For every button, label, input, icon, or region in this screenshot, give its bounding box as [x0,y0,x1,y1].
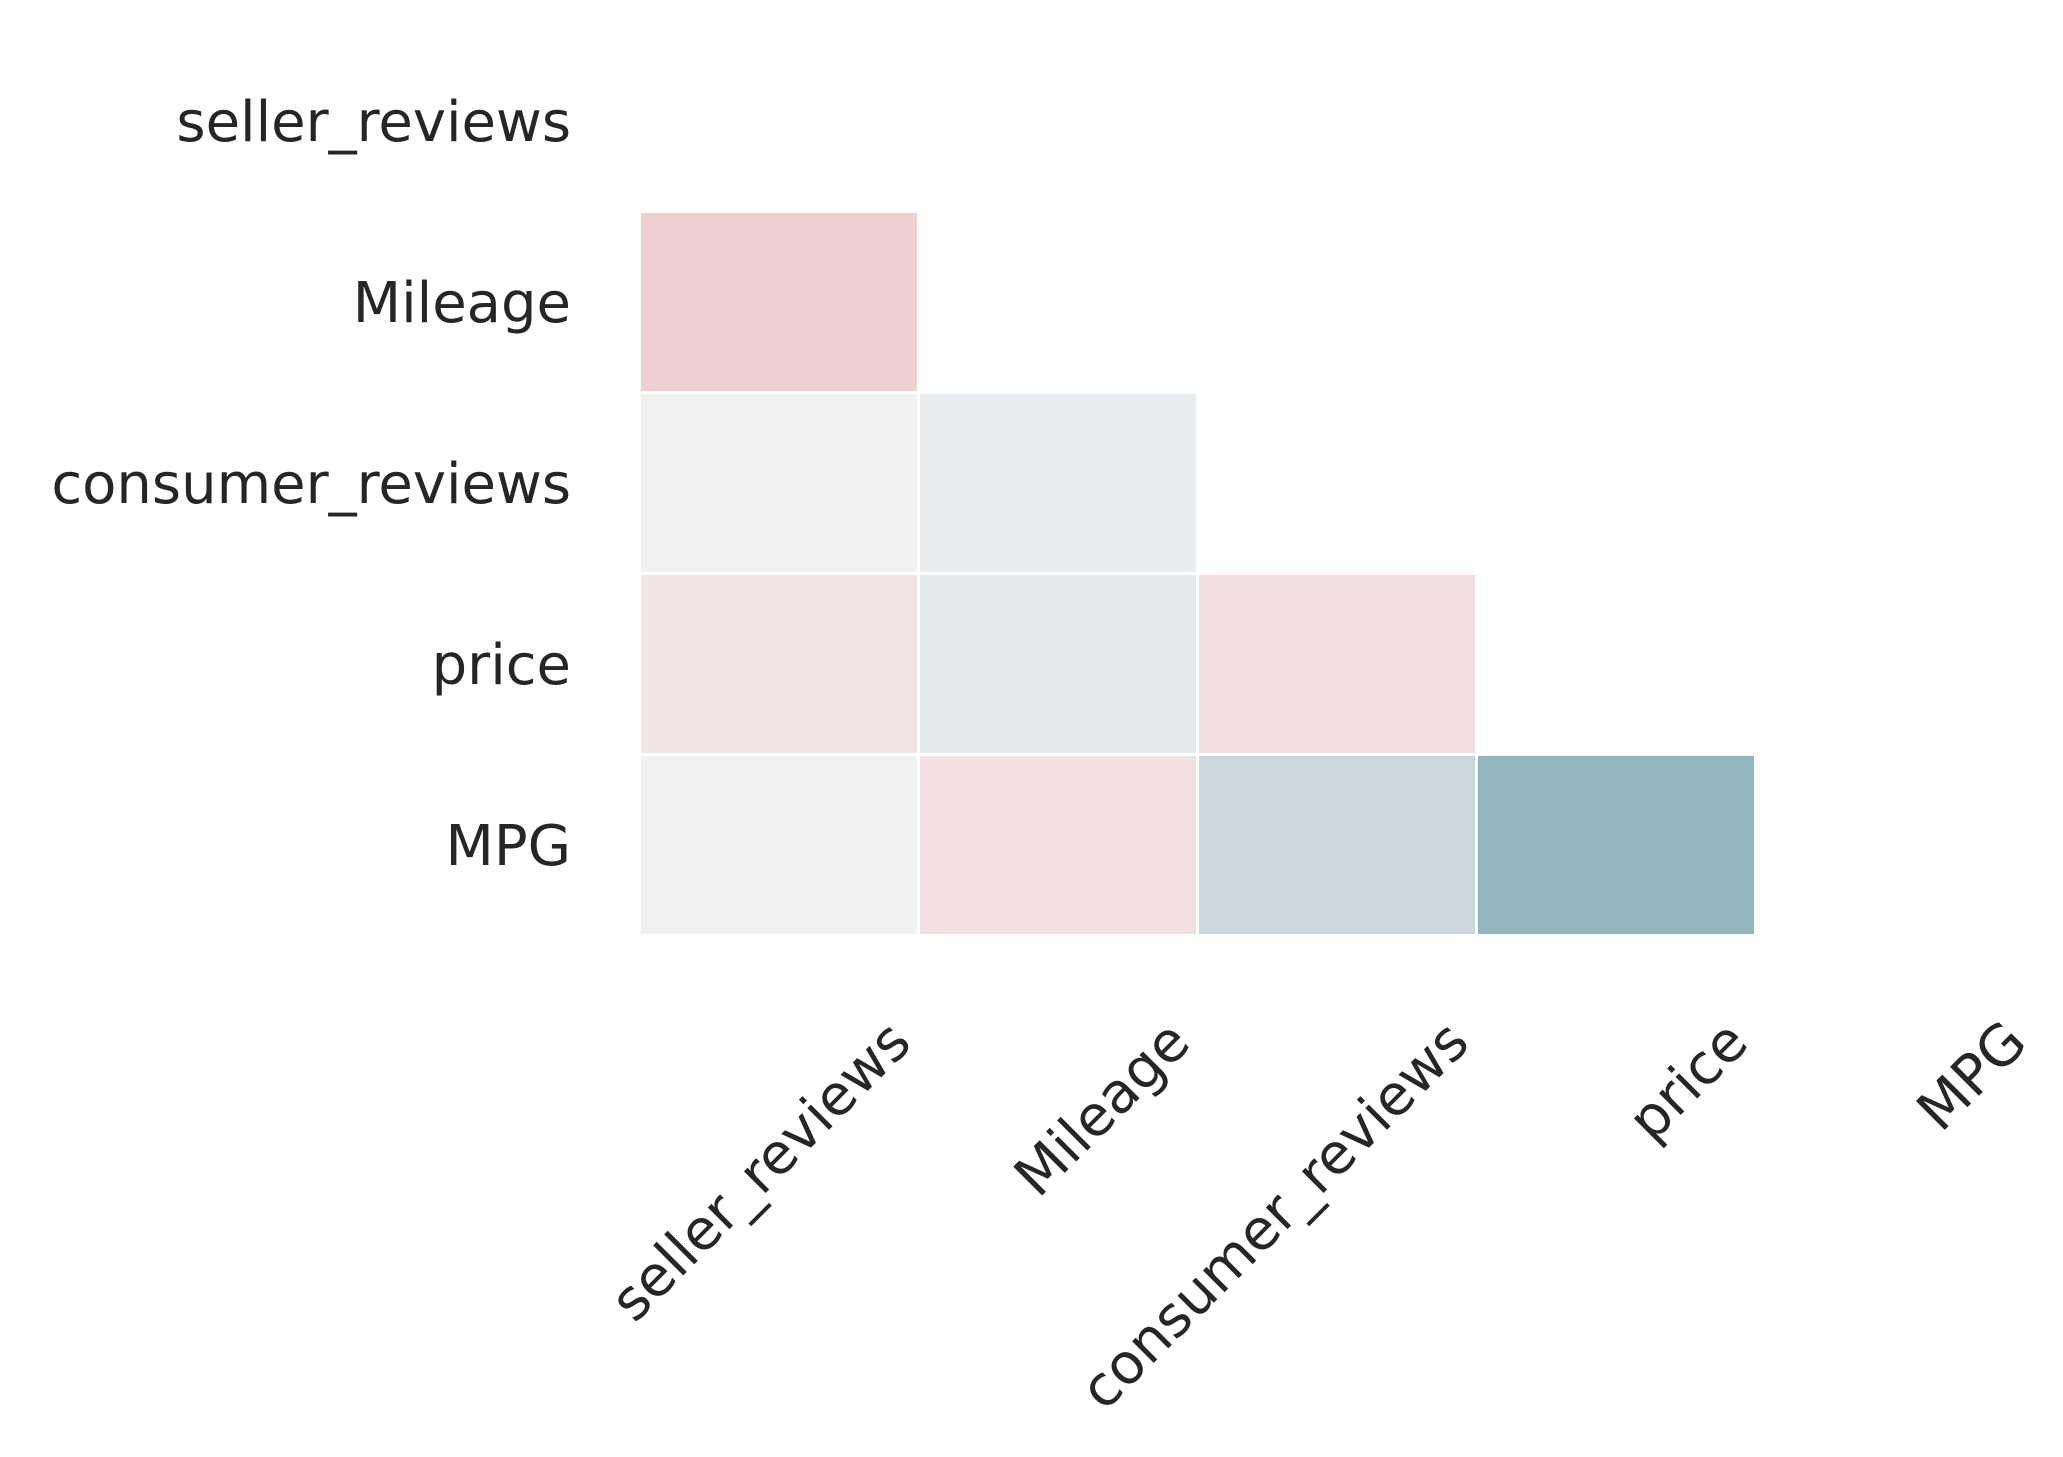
heatmap-cell-price-seller-reviews [641,575,917,753]
x-tick-label-seller-reviews: seller_reviews [598,1009,923,1334]
y-tick-label-mpg: MPG [446,814,571,879]
x-tick-label-mpg: MPG [1905,1009,2040,1144]
heatmap-cell-mpg-price [1478,756,1754,934]
y-tick-label-price: price [432,633,571,698]
heatmap-cell-consumer-reviews-mileage [920,394,1196,572]
heatmap-cell-mpg-consumer-reviews [1199,756,1475,934]
heatmap-cell-consumer-reviews-seller-reviews [641,394,917,572]
y-tick-label-consumer-reviews: consumer_reviews [51,452,571,517]
heatmap-cells [641,213,1754,934]
y-tick-label-seller-reviews: seller_reviews [176,90,571,155]
y-tick-label-mileage: Mileage [353,271,571,336]
x-tick-label-mileage: Mileage [1002,1009,1202,1209]
heatmap-cell-mpg-seller-reviews [641,756,917,934]
heatmap-cell-price-consumer-reviews [1199,575,1475,753]
heatmap-cell-price-mileage [920,575,1196,753]
heatmap-cell-mileage-seller-reviews [641,213,917,391]
y-tick-labels: seller_reviews Mileage consumer_reviewspri… [51,90,571,879]
x-tick-label-price: price [1616,1009,1761,1154]
heatmap-cell-mpg-mileage [920,756,1196,934]
